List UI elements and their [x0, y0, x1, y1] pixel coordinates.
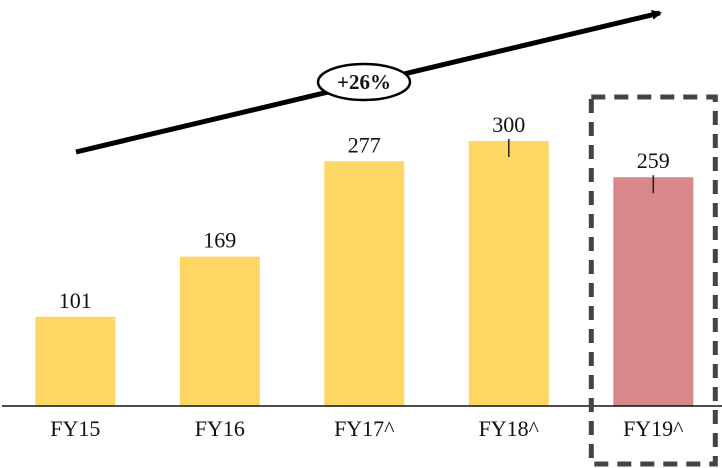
- value-label: 300: [492, 112, 525, 137]
- x-tick-label: FY19^: [623, 416, 684, 441]
- value-label: 277: [348, 132, 381, 157]
- bar-fy17: [324, 161, 405, 406]
- bars-layer: [35, 141, 694, 406]
- bar-fy16: [179, 256, 260, 406]
- growth-label: +26%: [337, 70, 391, 94]
- value-label: 169: [203, 228, 236, 253]
- value-labels-layer: 101 169 277 300 259: [59, 112, 670, 313]
- x-axis-tick-labels: FY15 FY16 FY17^ FY18^ FY19^: [50, 416, 684, 441]
- value-label: 101: [59, 288, 92, 313]
- x-tick-label: FY16: [195, 416, 245, 441]
- bar-fy19: [613, 177, 694, 406]
- highlight-box: [588, 94, 718, 467]
- x-tick-label: FY17^: [334, 416, 395, 441]
- x-tick-label: FY18^: [479, 416, 540, 441]
- bar-fy18: [468, 141, 549, 406]
- growth-ellipse: [316, 62, 412, 102]
- value-label: 259: [637, 148, 670, 173]
- bar-fy15: [35, 316, 116, 406]
- x-tick-label: FY15: [50, 416, 100, 441]
